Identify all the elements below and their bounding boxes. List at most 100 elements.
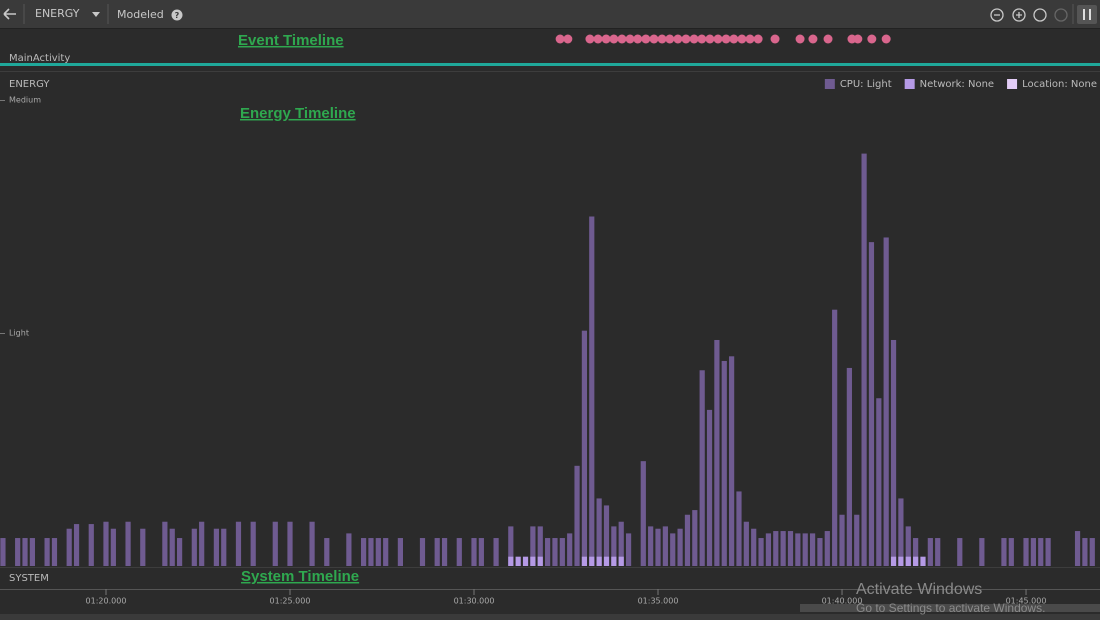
scrollbar[interactable] [800, 604, 1100, 612]
event [633, 34, 643, 44]
bar [699, 370, 705, 566]
plot: Light Medium [0, 96, 1095, 566]
zoom-out[interactable] [990, 8, 1004, 22]
event [770, 34, 780, 44]
help-glyph: ? [175, 11, 180, 20]
bar [1023, 538, 1029, 566]
event [649, 34, 659, 44]
watermark-subtitle: Go to Settings to activate Windows. [856, 601, 1045, 615]
event [705, 34, 715, 44]
event [601, 34, 611, 44]
bar [589, 556, 595, 566]
zoom-in[interactable] [1012, 8, 1026, 22]
bar [839, 514, 845, 566]
bar [655, 528, 661, 566]
bar [66, 528, 72, 566]
bar [1045, 538, 1051, 566]
bar [162, 521, 168, 566]
bar [876, 398, 882, 566]
bar [29, 538, 35, 566]
bar [596, 498, 602, 566]
back-button[interactable] [3, 8, 16, 20]
bar [765, 533, 772, 566]
bar [736, 491, 742, 566]
bar [309, 521, 315, 566]
bar [522, 556, 529, 566]
bar [625, 533, 632, 566]
bar [581, 330, 588, 566]
dropdown-arrow[interactable] [92, 12, 100, 17]
bar [125, 521, 131, 566]
bar [677, 528, 683, 566]
bar [1074, 531, 1081, 566]
bar [44, 538, 50, 566]
bar [530, 556, 536, 566]
bar [383, 538, 389, 566]
zoom-in-glyph [1016, 12, 1022, 18]
toolbar [0, 0, 1100, 28]
bar [662, 526, 668, 566]
event [808, 34, 818, 44]
go-live[interactable] [1054, 8, 1068, 22]
bar [456, 538, 462, 566]
event [713, 34, 723, 44]
bar [868, 242, 875, 566]
bar [589, 216, 595, 566]
bar [471, 538, 477, 566]
event [823, 34, 833, 44]
bar [22, 538, 28, 566]
x-tick-label: 01:20.000 [86, 597, 127, 606]
event [665, 34, 675, 44]
bar [1008, 538, 1014, 566]
zoom-controls [990, 8, 1068, 22]
bar [346, 533, 352, 566]
bar [603, 556, 610, 566]
bar [898, 498, 904, 566]
bar [545, 538, 551, 566]
bar [751, 528, 757, 566]
bar [110, 528, 116, 566]
event [641, 34, 651, 44]
monitor-dropdown[interactable]: ENERGY [35, 7, 80, 20]
legend-swatch [904, 79, 915, 89]
pause-glyph [1083, 9, 1091, 20]
bar [15, 538, 21, 566]
system-label: SYSTEM [9, 573, 49, 584]
bar [795, 533, 801, 566]
bar [1038, 538, 1044, 566]
bar [508, 556, 514, 566]
bar [640, 461, 646, 566]
bar [648, 526, 654, 566]
bar [1030, 538, 1036, 566]
event [867, 34, 877, 44]
bar [714, 339, 720, 566]
bar [618, 556, 624, 566]
reset-zoom[interactable] [1033, 8, 1047, 22]
bar [846, 367, 852, 566]
event [585, 34, 595, 44]
legend-label: CPU: Light [840, 79, 892, 90]
event [563, 34, 573, 44]
x-tick-label: 01:35.000 [638, 597, 679, 606]
bar [324, 538, 330, 566]
bar [780, 531, 786, 566]
bar [927, 538, 933, 566]
pause-button[interactable] [1077, 5, 1097, 24]
bar [419, 538, 426, 566]
legend-swatch [824, 79, 835, 89]
help-icon[interactable] [171, 9, 183, 21]
bar [537, 526, 543, 566]
event [745, 34, 755, 44]
bar [692, 510, 698, 566]
bar [957, 538, 963, 566]
bar [979, 538, 985, 566]
bar [0, 538, 6, 566]
event [617, 34, 627, 44]
bar [802, 533, 808, 566]
bar [287, 521, 293, 566]
activity-bar [0, 63, 1100, 66]
bar [832, 309, 838, 566]
bar [169, 528, 175, 566]
event [625, 34, 635, 44]
